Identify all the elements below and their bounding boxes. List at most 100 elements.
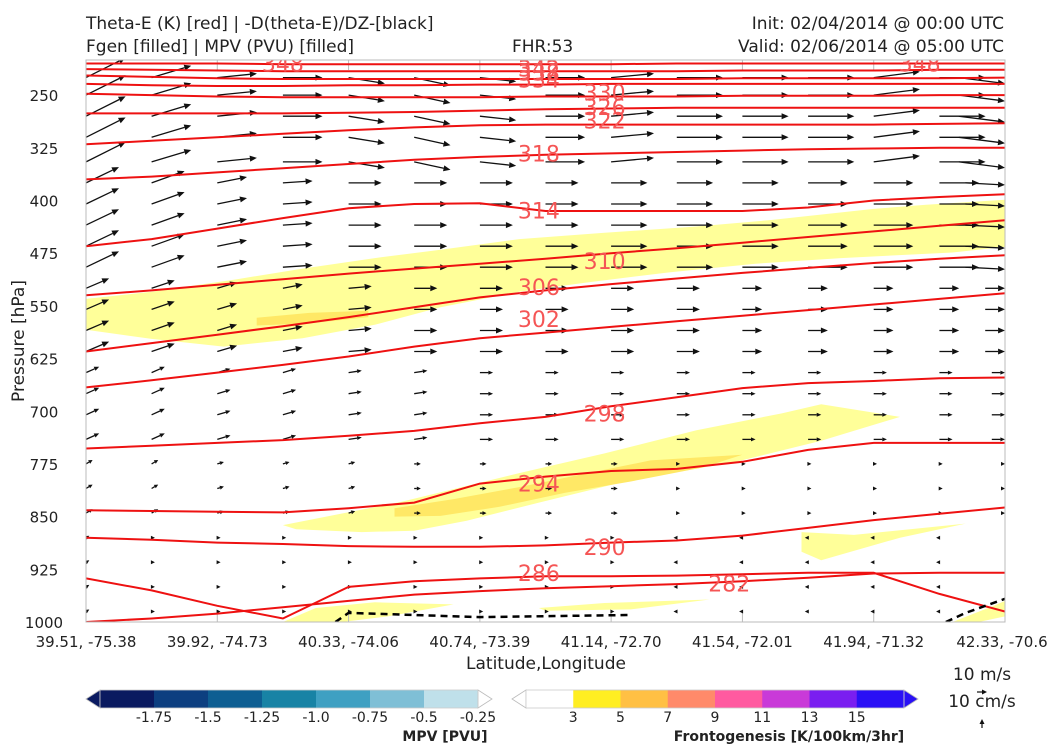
wind-vector [86,230,119,247]
wind-vector [873,201,914,207]
wind-vector [676,370,690,375]
wind-vector [545,158,586,165]
wind-vector [151,366,165,374]
wind-vector [544,535,549,540]
wind-vector [348,305,372,311]
wind-vector [676,461,681,466]
wind-vector [86,484,93,490]
wind-vector [939,306,960,313]
wind-vector [479,243,513,250]
theta-e-label-330: 330 [584,81,626,106]
mpv-tick-label: -0.25 [460,710,496,726]
wind-vector [348,461,356,465]
wind-vector [216,609,221,614]
fgen-swatch [620,690,669,708]
fgen-region-5-7-1 [256,310,369,326]
wind-vector [938,486,943,491]
mpv-swatch [424,690,479,708]
wind-vector [216,560,221,565]
wind-vector [742,391,756,396]
theta-e-contour-322 [86,122,1005,146]
wind-vector [742,370,756,375]
fgen-tick-label: 11 [753,710,771,726]
wind-vector [807,461,812,466]
mpv-swatch [100,690,155,708]
wind-vector [282,368,297,374]
wind-vector [991,437,1005,442]
wind-vector [282,461,290,465]
mpv-tick-label: -1.5 [194,710,221,726]
wind-vector [742,243,779,250]
wind-vector [544,609,549,614]
wind-vector [936,584,941,589]
title-left-line2: Fgen [filled] | MPV (PVU) [filled] [86,37,355,57]
wind-vector [150,535,155,540]
wind-vector [282,262,313,269]
wind-vector [808,113,855,120]
wind-vector [1005,536,1009,540]
mpv-colorbar-title: MPV [PVU] [402,729,487,745]
y-tick-label-475: 475 [30,245,59,263]
wind-vector [676,158,723,165]
fgen-swatch [715,690,763,708]
theta-e-contour-294 [86,441,1005,514]
x-axis-ticks: 39.51, -75.38 39.92, -74.73 40.33, -74.06 4… [36,633,1048,651]
wind-vector [739,560,744,565]
theta-e-label-326: 326 [584,96,626,121]
wind-vector [673,584,678,589]
forecast-hour: FHR:53 [512,37,574,57]
wind-vector [282,535,287,540]
mpv-tick-label: -1.75 [136,710,172,726]
theta-e-label-294: 294 [518,473,560,498]
theta-e-contour-348 [86,62,1005,66]
mpv-contour-1 [945,597,1005,622]
wind-vector [414,94,451,105]
wind-vector [86,188,119,205]
wind-vector [414,115,451,126]
wind-vector [217,434,231,441]
wind-vector [348,115,385,124]
wind-vector [741,461,746,466]
wind-vector [808,243,848,250]
wind-vector [1001,486,1005,491]
wind-vector [870,609,875,614]
wind-vector [86,433,100,440]
x-tick-label: 40.74, -73.39 [429,633,530,651]
wind-vector [873,222,914,229]
wind-vector [545,243,579,250]
fgen-tick-label: 7 [663,710,672,726]
wind-vector [611,370,625,375]
wind-vector [479,285,503,292]
fgen-swatch [667,690,716,708]
wind-vector [479,306,503,313]
wind-vector [873,437,887,442]
wind-vector [414,390,428,395]
y-tick-label-625: 625 [30,351,59,369]
wind-vector [808,437,822,442]
wind-vector [217,175,247,184]
wind-vector [150,609,155,614]
mpv-tick-label: -0.75 [352,710,388,726]
wind-vector [611,511,618,516]
theta-e-contour-282 [86,571,1005,622]
wind-vector [873,306,894,313]
x-tick-label: 39.51, -75.38 [36,633,137,651]
wind-vector [217,389,231,395]
wind-vector [965,244,1005,251]
wind-vector [348,411,362,416]
wind-vector [217,71,257,79]
wind-vector [545,461,553,466]
fgen-swatch [573,690,621,708]
frontogenesis-colorbar: 3 5 7 9 11 13 15 [511,689,919,726]
wind-vector [873,370,887,375]
wind-vector [870,560,875,565]
wind-vector [414,285,438,292]
wind-vector [86,142,126,163]
wind-vector [347,560,352,565]
wind-vector [479,437,494,442]
ref-vector-vertical-label: 10 cm/s [948,692,1016,712]
wind-vector [676,412,690,417]
wind-vector [611,461,618,466]
y-tick-label-400: 400 [30,193,59,211]
